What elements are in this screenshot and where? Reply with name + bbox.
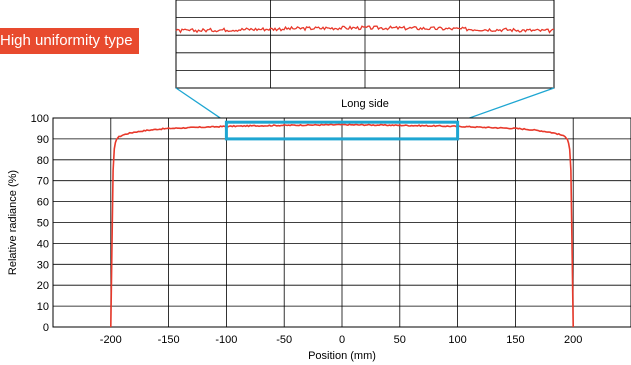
callout-line-right [457,87,555,123]
x-tick-label: 150 [506,334,524,346]
y-tick-label: 70 [37,176,49,188]
y-tick-label: 30 [37,259,49,271]
main-chart: 0 10 20 30 40 50 60 70 80 90 100 -200 -150 -100 -50 0 50… [7,113,631,362]
y-tick-label: 90 [37,134,49,146]
y-axis-title: Relative radiance (%) [7,170,19,275]
type-badge: High uniformity type [0,28,139,54]
x-tick-label: 100 [448,334,466,346]
y-tick-label: 100 [31,113,49,125]
x-tick-label: -150 [158,334,180,346]
callout-line-left [175,87,227,123]
y-tick-label: 10 [37,301,49,313]
y-tick-label: 20 [37,280,49,292]
highlight-box [224,120,460,141]
inset-chart: Long side [175,0,555,110]
y-tick-label: 40 [37,238,49,250]
x-tick-label: -100 [215,334,237,346]
inset-title: Long side [341,98,389,110]
x-tick-label: 50 [394,334,406,346]
x-tick-label: -50 [276,334,292,346]
zoom-callout [175,87,555,123]
x-tick-label: -200 [100,334,122,346]
radiance-series-line [110,123,574,328]
y-tick-label: 0 [43,322,49,334]
y-tick-label: 50 [37,218,49,230]
y-tick-label: 60 [37,197,49,209]
x-tick-label: 0 [339,334,345,346]
x-tick-label: 200 [564,334,582,346]
y-tick-label: 80 [37,155,49,167]
x-axis-title: Position (mm) [308,350,376,362]
inset-series-line [175,25,554,34]
